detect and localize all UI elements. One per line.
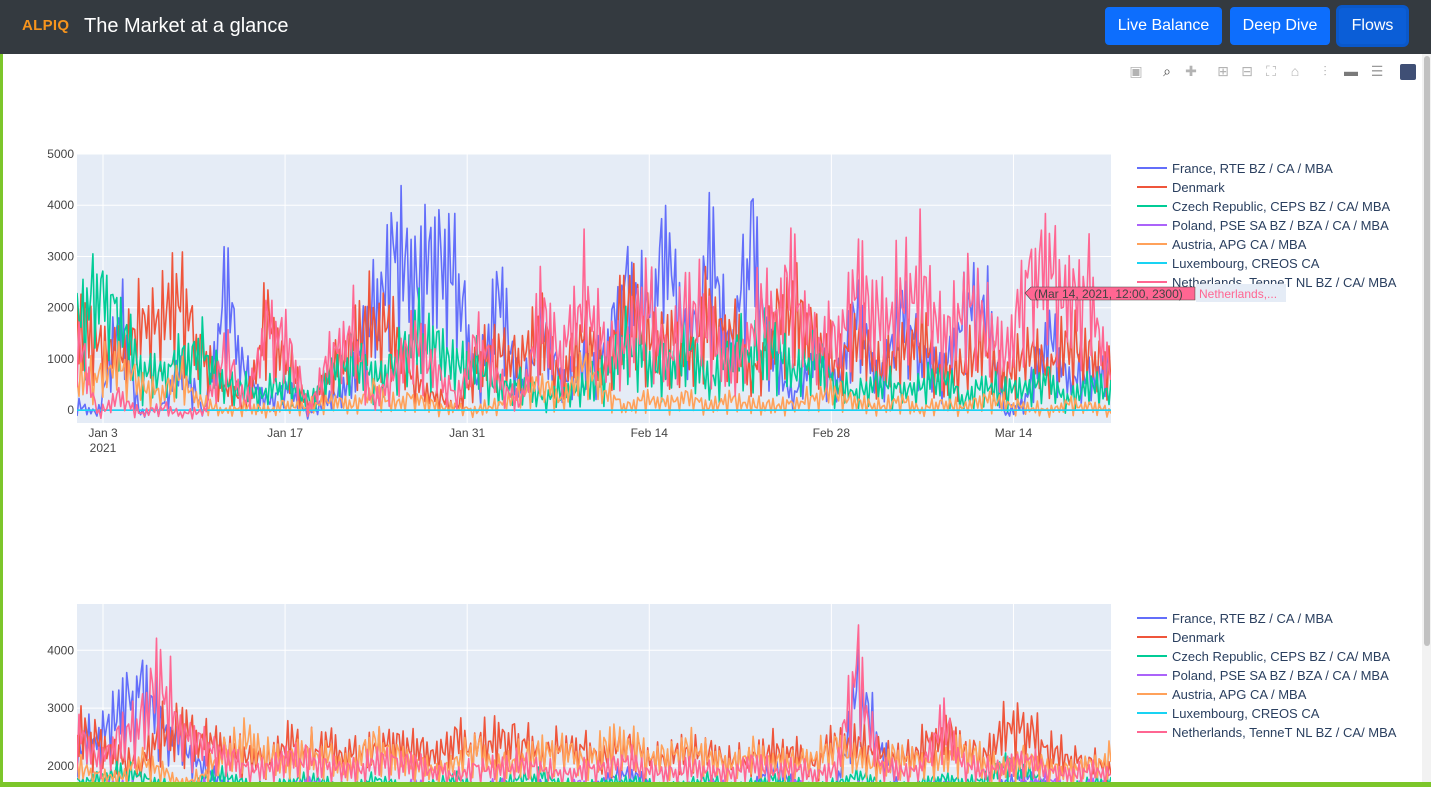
x-tick-label: Jan 31	[449, 426, 485, 440]
hover-label-box	[1196, 284, 1286, 302]
legend-item-label: Czech Republic, CEPS BZ / CA/ MBA	[1172, 199, 1391, 214]
series-group	[77, 184, 1111, 420]
hover-tooltip-box	[1024, 286, 1196, 301]
zoom-out-icon[interactable]: ⊟	[1241, 63, 1253, 79]
x-tick-label: Mar 14	[995, 426, 1033, 440]
plot-area	[77, 604, 1111, 787]
x-tick-label: Jan 3	[88, 426, 118, 440]
hover-compare-icon[interactable]: ☰	[1370, 63, 1384, 79]
legend-item-label: Austria, APG CA / MBA	[1172, 237, 1307, 252]
zoom-in-icon[interactable]: ⊞	[1217, 63, 1229, 79]
x-tick-year-label: 2021	[90, 441, 117, 455]
hover-tooltip-text: (Mar 14, 2021, 12:00, 2300)	[1034, 287, 1183, 301]
y-tick-label: 4000	[47, 643, 74, 657]
x-tick-label: Jan 17	[267, 426, 303, 440]
page-title: The Market at a glance	[84, 15, 289, 37]
legend-item-label: Czech Republic, CEPS BZ / CA/ MBA	[1172, 649, 1391, 664]
y-tick-label: 1000	[47, 352, 74, 366]
deep-dive-button[interactable]: Deep Dive	[1230, 7, 1330, 45]
legend-item-label: France, RTE BZ / CA / MBA	[1172, 611, 1333, 626]
spike-lines-icon[interactable]: ⫶	[1323, 63, 1327, 79]
legend-item-label: Poland, PSE SA BZ / BZA / CA / MBA	[1172, 668, 1389, 683]
series-line	[77, 208, 1111, 420]
x-tick-label: Feb 28	[813, 426, 851, 440]
x-tick-label: Feb 14	[631, 426, 669, 440]
camera-icon[interactable]: ▣	[1129, 63, 1143, 79]
y-tick-label: 2000	[47, 759, 74, 773]
series-line	[77, 624, 1111, 787]
live-balance-button[interactable]: Live Balance	[1105, 7, 1222, 45]
legend-item-label: Netherlands, TenneT NL BZ / CA/ MBA	[1172, 725, 1397, 740]
frame-border-bottom	[0, 782, 1431, 787]
y-tick-label: 3000	[47, 249, 74, 263]
legend-item-label: Luxembourg, CREOS CA	[1172, 706, 1320, 721]
plotly-logo-icon[interactable]	[1400, 64, 1416, 80]
y-tick-label: 4000	[47, 198, 74, 212]
legend-item-label: Denmark	[1172, 630, 1225, 645]
brand-logo[interactable]: ALPIQ	[22, 17, 70, 34]
legend-item-label: Luxembourg, CREOS CA	[1172, 256, 1320, 271]
hover-series-label: Netherlands,...	[1199, 287, 1277, 301]
legend-item-label: Poland, PSE SA BZ / BZA / CA / MBA	[1172, 218, 1389, 233]
series-line	[77, 253, 1111, 415]
navbar: ALPIQ The Market at a glance Live Balanc…	[0, 0, 1431, 54]
y-tick-label: 2000	[47, 301, 74, 315]
zoom-icon[interactable]: ⌕	[1163, 63, 1171, 79]
pan-icon[interactable]: ✚	[1185, 63, 1197, 79]
series-line	[77, 717, 1111, 787]
y-tick-label: 3000	[47, 701, 74, 715]
hover-closest-icon[interactable]: ▬	[1344, 63, 1358, 79]
autoscale-icon[interactable]: ⛶	[1266, 63, 1276, 79]
flows-button[interactable]: Flows	[1338, 7, 1407, 45]
y-tick-label: 5000	[47, 147, 74, 161]
legend-item-label: Austria, APG CA / MBA	[1172, 687, 1307, 702]
legend-item-label: Denmark	[1172, 180, 1225, 195]
scrollbar-thumb[interactable]	[1424, 56, 1430, 646]
reset-axes-icon[interactable]: ⌂	[1290, 63, 1300, 79]
frame-border-left	[0, 54, 3, 787]
legend-item-label: France, RTE BZ / CA / MBA	[1172, 161, 1333, 176]
y-tick-label: 0	[67, 403, 74, 417]
